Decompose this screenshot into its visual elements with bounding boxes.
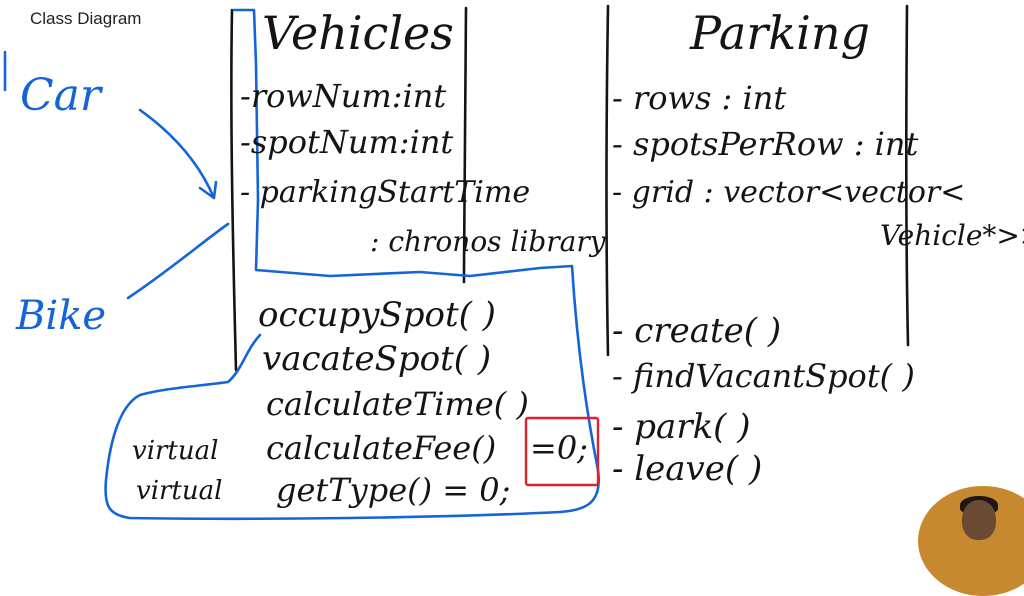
parking-attr-grid: - grid : vector<vector< bbox=[612, 175, 966, 210]
vehicles-method-occupyspot: occupySpot( ) bbox=[258, 295, 496, 335]
presenter-avatar bbox=[962, 500, 996, 540]
parking-method-leave: - leave( ) bbox=[612, 449, 763, 489]
virtual-keyword-2: virtual bbox=[136, 476, 223, 506]
parking-attr-spotsperrow: - spotsPerRow : int bbox=[612, 125, 919, 163]
vehicles-box-right-border bbox=[462, 6, 468, 284]
vehicles-method-gettype: getType() = 0; bbox=[276, 471, 511, 509]
vehicles-attr-rownum: -rowNum:int bbox=[240, 77, 447, 115]
parking-box-left-border bbox=[605, 4, 610, 357]
vehicles-method-vacatespot: vacateSpot( ) bbox=[262, 339, 492, 379]
parking-method-create: - create( ) bbox=[612, 311, 782, 351]
virtual-keyword-1: virtual bbox=[132, 436, 219, 466]
vehicles-method-calculatefee: calculateFee() bbox=[266, 429, 497, 467]
car-inheritance-arrow bbox=[138, 108, 218, 200]
virtual-methods-outline bbox=[104, 8, 601, 521]
parking-attr-grid-type-cont: Vehicle*>> bbox=[880, 219, 1024, 252]
vehicles-attr-parkingstarttime: - parkingStartTime bbox=[240, 175, 531, 210]
pure-virtual-suffix: =0; bbox=[530, 429, 588, 467]
parking-class-name: Parking bbox=[690, 6, 870, 60]
parking-attr-rows: - rows : int bbox=[612, 79, 787, 117]
page-title: Class Diagram bbox=[30, 9, 142, 28]
diagram-canvas bbox=[3, 4, 910, 521]
vehicles-attr-type-chronos: : chronos library bbox=[370, 225, 606, 258]
subclass-bike-label: Bike bbox=[16, 293, 107, 339]
bike-inheritance-line bbox=[126, 222, 230, 300]
vehicles-box-left-border bbox=[230, 8, 238, 372]
pure-virtual-highlight-box bbox=[524, 416, 600, 487]
vehicles-class-name: Vehicles bbox=[262, 6, 454, 60]
subclass-car-label: Car bbox=[20, 70, 101, 121]
parking-method-park: - park( ) bbox=[612, 407, 751, 447]
vehicles-method-calculatetime: calculateTime( ) bbox=[266, 385, 529, 423]
parking-method-findvacantspot: - findVacantSpot( ) bbox=[612, 357, 915, 395]
vehicles-attr-spotnum: -spotNum:int bbox=[240, 123, 454, 161]
parking-box-right-border bbox=[905, 4, 910, 347]
